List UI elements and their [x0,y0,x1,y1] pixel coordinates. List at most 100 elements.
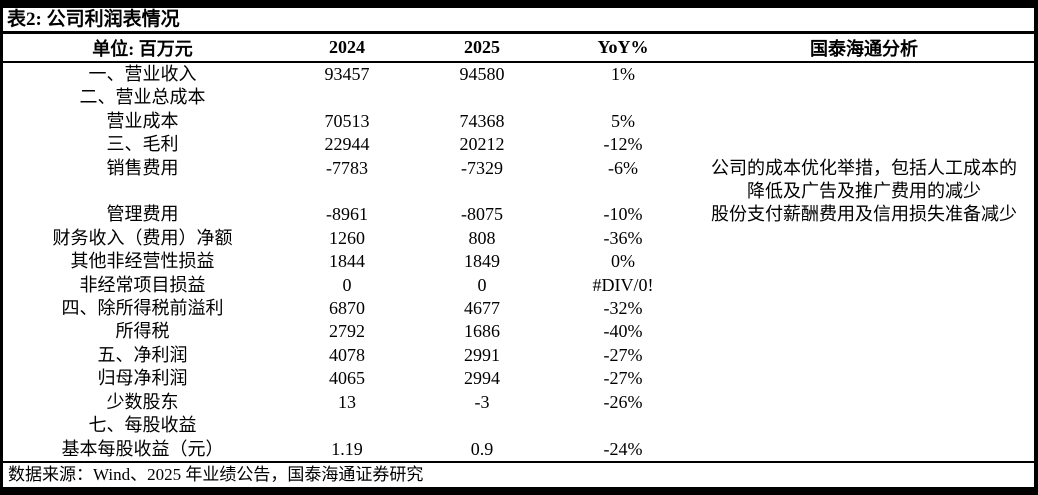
row-label: 归母净利润 [97,368,188,389]
value-2024: 70513 [324,110,370,131]
value-2024: -7783 [326,157,368,178]
value-2024: 1844 [329,251,365,272]
value-yoy: -32% [603,298,643,319]
value-2025: 0.9 [470,438,494,459]
analysis-note [694,367,1034,390]
col-header-2024: 2024 [282,34,412,63]
value-2024: -8961 [326,204,368,225]
analysis-note [694,414,1034,437]
analysis-note: 股份支付薪酬费用及信用损失准备减少 [694,203,1034,226]
col-header-analysis: 国泰海通分析 [694,34,1034,63]
value-2025: 20212 [459,134,505,155]
table-row: 销售费用 -7783 -7329 -6% 公司的成本优化举措，包括人工成本的降低及广告及… [3,157,1034,204]
row-label: 财务收入（费用）净额 [52,227,233,248]
table-row: 四、除所得税前溢利 6870 4677 -32% [3,297,1034,320]
value-yoy: 5% [611,110,635,131]
value-yoy: -36% [603,227,643,248]
table-title: 表2: 公司利润表情况 [3,8,1034,34]
value-2025: 94580 [459,64,505,84]
row-label: 基本每股收益（元） [61,438,224,459]
row-label: 七、每股收益 [88,415,197,436]
table-row: 营业成本 70513 74368 5% [3,110,1034,133]
analysis-text: 公司的成本优化举措，包括人工成本的降低及广告及推广费用的减少 [711,157,1017,202]
analysis-note [694,110,1034,133]
source-note: 数据来源：Wind、2025 年业绩公告，国泰海通证券研究 [3,460,1034,487]
row-label: 三、毛利 [106,134,179,155]
value-yoy: #DIV/0! [592,274,654,295]
value-2025: 808 [468,227,496,248]
analysis-note [694,274,1034,297]
value-2024: 13 [338,391,356,412]
value-2025: -7329 [461,157,503,178]
row-label: 非经常项目损益 [79,274,206,295]
value-yoy [552,414,694,437]
header-row: 单位: 百万元 2024 2025 YoY% 国泰海通分析 [3,34,1034,63]
row-label: 管理费用 [106,204,179,225]
value-yoy: -12% [603,134,643,155]
analysis-note [694,438,1034,461]
table-row: 非经常项目损益 0 0 #DIV/0! [3,274,1034,297]
value-2024: 4065 [329,368,365,389]
value-2025: 4677 [464,298,500,319]
value-2025: 2991 [464,344,500,365]
top-bar-blue-dash [983,4,989,6]
table-row: 七、每股收益 [3,414,1034,437]
value-yoy: -10% [603,204,643,225]
value-2025: -3 [474,391,490,412]
table-row: 所得税 2792 1686 -40% [3,320,1034,343]
value-yoy: 1% [611,64,635,84]
table-row: 基本每股收益（元） 1.19 0.9 -24% [3,438,1034,461]
value-yoy: -27% [603,368,643,389]
analysis-note [694,86,1034,109]
table-row: 一、营业收入 93457 94580 1% [3,62,1034,86]
col-header-2025: 2025 [412,34,552,63]
analysis-note [694,62,1034,86]
analysis-note [694,133,1034,156]
value-2024: 4078 [329,344,365,365]
row-label: 销售费用 [106,157,179,178]
value-yoy: -6% [608,157,638,178]
value-yoy: 0% [611,251,635,272]
value-2025: 74368 [459,110,505,131]
analysis-note [694,320,1034,343]
value-2024: 22944 [324,134,370,155]
value-2024: 1260 [329,227,365,248]
table-row: 二、营业总成本 [3,86,1034,109]
table-row: 少数股东 13 -3 -26% [3,391,1034,414]
analysis-note [694,297,1034,320]
value-2025: 0 [477,274,487,295]
value-yoy: -27% [603,344,643,365]
value-2024: 0 [342,274,352,295]
row-label: 五、净利润 [97,344,188,365]
value-yoy: -26% [603,391,643,412]
table-row: 其他非经营性损益 1844 1849 0% [3,250,1034,273]
value-2025 [412,86,552,109]
value-2024: 2792 [329,321,365,342]
row-label: 一、营业收入 [88,64,197,84]
analysis-text: 股份支付薪酬费用及信用损失准备减少 [711,204,1017,225]
value-2025: 1686 [464,321,500,342]
value-2025: -8075 [461,204,503,225]
table-row: 归母净利润 4065 2994 -27% [3,367,1034,390]
analysis-note [694,227,1034,250]
row-label: 四、除所得税前溢利 [61,298,224,319]
value-2025: 1849 [464,251,500,272]
value-2024 [282,86,412,109]
analysis-note [694,250,1034,273]
analysis-note: 公司的成本优化举措，包括人工成本的降低及广告及推广费用的减少 [694,157,1034,204]
value-2024: 6870 [329,298,365,319]
profit-table: 单位: 百万元 2024 2025 YoY% 国泰海通分析 一、营业收入 9345… [3,34,1034,461]
row-label: 其他非经营性损益 [70,251,215,272]
table-row: 三、毛利 22944 20212 -12% [3,133,1034,156]
col-header-yoy: YoY% [552,34,694,63]
row-label: 二、营业总成本 [79,87,206,108]
row-label: 所得税 [115,321,170,342]
table-row: 财务收入（费用）净额 1260 808 -36% [3,227,1034,250]
table-row: 五、净利润 4078 2991 -27% [3,344,1034,367]
table-body: 一、营业收入 93457 94580 1% 二、营业总成本 营业成本 70513 74368 5… [3,62,1034,461]
value-2024 [282,414,412,437]
value-yoy: -40% [603,321,643,342]
value-yoy [552,86,694,109]
value-2025 [412,414,552,437]
